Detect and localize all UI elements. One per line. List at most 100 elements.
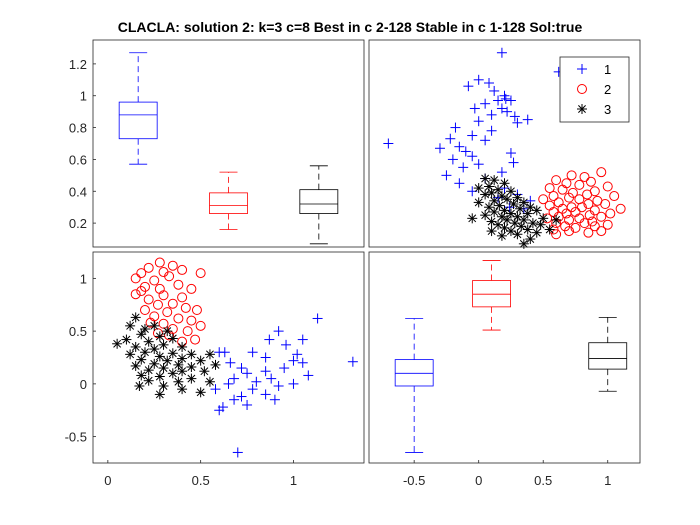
data-point bbox=[585, 176, 596, 187]
data-point bbox=[535, 219, 546, 230]
data-point bbox=[190, 334, 201, 345]
data-point bbox=[473, 159, 484, 170]
data-point bbox=[615, 203, 626, 214]
data-point bbox=[154, 389, 165, 400]
series-1 bbox=[210, 313, 358, 458]
y-tick-label: 1 bbox=[80, 89, 87, 104]
figure-title: CLACLA: solution 2: k=3 c=8 Best in c 2-… bbox=[118, 19, 583, 35]
y-tick-label: 0.4 bbox=[69, 184, 87, 199]
data-point bbox=[195, 387, 206, 398]
data-point bbox=[502, 214, 513, 225]
data-point bbox=[125, 320, 136, 331]
box-body bbox=[472, 280, 511, 308]
data-point bbox=[499, 178, 510, 189]
x-tick-label: -0.5 bbox=[403, 473, 425, 488]
data-point bbox=[463, 81, 474, 92]
data-point bbox=[279, 363, 290, 374]
data-point bbox=[186, 283, 197, 294]
axes-background bbox=[369, 252, 640, 463]
x-tick-label: 1 bbox=[290, 473, 297, 488]
data-point bbox=[434, 143, 445, 154]
data-point bbox=[525, 234, 536, 245]
data-point bbox=[158, 380, 169, 391]
box-3 bbox=[588, 317, 628, 392]
data-point bbox=[502, 194, 513, 205]
axes-frame bbox=[92, 251, 365, 464]
data-point bbox=[112, 338, 123, 349]
data-point bbox=[531, 227, 542, 238]
data-point bbox=[473, 74, 484, 85]
data-point bbox=[473, 197, 484, 208]
data-point bbox=[167, 298, 178, 309]
data-point bbox=[232, 447, 243, 458]
data-point bbox=[247, 384, 258, 395]
data-point bbox=[496, 191, 507, 202]
data-point bbox=[489, 175, 500, 186]
data-point bbox=[508, 157, 519, 168]
x-tick-label: 0.5 bbox=[534, 473, 552, 488]
data-point bbox=[260, 352, 271, 363]
data-point bbox=[136, 286, 147, 297]
data-point bbox=[564, 226, 575, 237]
legend-label-3: 3 bbox=[604, 102, 611, 117]
data-point bbox=[514, 203, 525, 214]
data-point bbox=[564, 192, 575, 203]
data-point bbox=[139, 305, 150, 316]
axes-frame bbox=[368, 39, 641, 248]
data-point bbox=[199, 366, 210, 377]
data-point bbox=[480, 98, 491, 109]
data-point bbox=[496, 47, 507, 58]
data-point bbox=[297, 334, 308, 345]
data-point bbox=[158, 339, 169, 350]
data-point bbox=[191, 305, 202, 316]
data-point bbox=[557, 184, 568, 195]
data-point bbox=[149, 358, 160, 369]
x-tick-label: 0 bbox=[475, 473, 482, 488]
legend-marker-3 bbox=[577, 104, 587, 114]
data-point bbox=[229, 373, 240, 384]
data-point bbox=[544, 224, 555, 235]
data-point bbox=[236, 391, 247, 402]
data-point bbox=[450, 122, 461, 133]
data-point bbox=[273, 326, 284, 337]
data-point bbox=[576, 202, 587, 213]
data-point bbox=[596, 211, 607, 222]
data-point bbox=[130, 360, 141, 371]
data-point bbox=[583, 199, 594, 210]
y-tick-label: -0.5 bbox=[65, 430, 87, 445]
data-point bbox=[149, 344, 160, 355]
data-point bbox=[522, 208, 533, 219]
box-body bbox=[394, 359, 434, 387]
data-point bbox=[143, 375, 154, 386]
data-point bbox=[500, 93, 511, 104]
box-body bbox=[299, 189, 339, 214]
data-point bbox=[383, 138, 394, 149]
data-point bbox=[139, 324, 150, 335]
data-point bbox=[130, 312, 141, 323]
data-point bbox=[186, 361, 197, 372]
data-point bbox=[579, 171, 590, 182]
data-point bbox=[602, 181, 613, 192]
data-point bbox=[134, 380, 145, 391]
data-point bbox=[480, 173, 491, 184]
box-2 bbox=[209, 171, 248, 230]
data-point bbox=[551, 229, 562, 240]
data-point bbox=[260, 366, 271, 377]
data-point bbox=[247, 347, 258, 358]
data-point bbox=[512, 192, 523, 203]
data-point bbox=[292, 349, 303, 360]
data-point bbox=[149, 320, 160, 331]
data-point bbox=[167, 368, 178, 379]
data-point bbox=[496, 230, 507, 241]
data-point bbox=[177, 292, 188, 303]
data-point bbox=[489, 85, 500, 96]
data-point bbox=[469, 103, 480, 114]
data-point bbox=[182, 326, 193, 337]
data-point bbox=[136, 370, 147, 381]
data-point bbox=[177, 353, 188, 364]
data-point bbox=[512, 229, 523, 240]
data-point bbox=[583, 227, 594, 238]
data-point bbox=[493, 95, 504, 106]
data-point bbox=[460, 146, 471, 157]
data-point bbox=[505, 95, 516, 106]
